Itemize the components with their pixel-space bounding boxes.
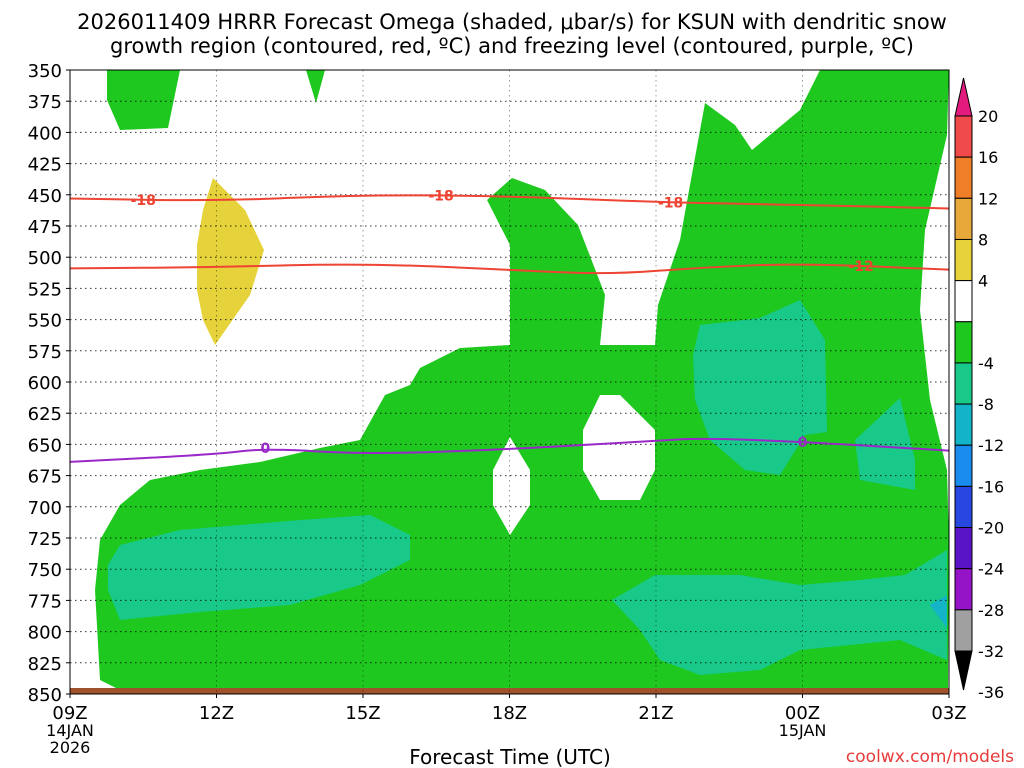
y-tick-label: 525 bbox=[28, 279, 62, 300]
x-tick-label: 21Z bbox=[638, 703, 673, 724]
contour-label: -18 bbox=[428, 188, 453, 204]
y-tick-label: 400 bbox=[28, 123, 62, 144]
x-tick-label: 00Z bbox=[785, 703, 820, 724]
omega-region-teal-2 bbox=[693, 300, 827, 475]
y-tick-label: 725 bbox=[28, 529, 62, 550]
colorbar-label: -36 bbox=[978, 683, 1004, 702]
y-tick-label: 825 bbox=[28, 654, 62, 675]
chart-title-line2: growth region (contoured, red, ºC) and f… bbox=[110, 34, 914, 58]
colorbar-bottom-arrow bbox=[954, 650, 973, 691]
y-tick-label: 475 bbox=[28, 217, 62, 238]
y-tick-label: 575 bbox=[28, 342, 62, 363]
colorbar-segment bbox=[954, 527, 973, 570]
colorbar-label: -28 bbox=[978, 601, 1004, 620]
omega-hole-2 bbox=[583, 395, 655, 500]
colorbar-label: -32 bbox=[978, 642, 1004, 661]
gridlines bbox=[70, 70, 949, 694]
omega-region-green-top bbox=[107, 70, 180, 130]
y-tick-label: 700 bbox=[28, 498, 62, 519]
omega-hole-1 bbox=[493, 437, 530, 535]
y-tick-label: 650 bbox=[28, 435, 62, 456]
omega-region-teal-4 bbox=[612, 550, 947, 675]
contour-label: 0 bbox=[260, 441, 270, 457]
x-tick-label: 09Z bbox=[52, 703, 87, 724]
colorbar: 20 16 12 8 4 -4 -8 -12 -16 -20 -24 -28 -32 -36 bbox=[954, 77, 1004, 702]
y-tick-label: 675 bbox=[28, 467, 62, 488]
y-tick-label: 500 bbox=[28, 248, 62, 269]
y-tick-label: 350 bbox=[28, 61, 62, 82]
x-tick-label: 18Z bbox=[492, 703, 527, 724]
contour-freezing_level bbox=[69, 437, 950, 463]
colorbar-segment bbox=[954, 403, 973, 446]
contour-dgz_upper bbox=[69, 194, 950, 210]
x-tick-sublabel: 14JAN bbox=[46, 721, 94, 740]
colorbar-segment bbox=[954, 280, 973, 323]
contour-label: -18 bbox=[658, 196, 683, 212]
y-tick-label: 600 bbox=[28, 373, 62, 394]
x-tick-label: 03Z bbox=[931, 703, 966, 724]
contour-lines bbox=[69, 194, 950, 463]
y-tick-label: 625 bbox=[28, 404, 62, 425]
y-tick-label: 375 bbox=[28, 92, 62, 113]
contour-label: -18 bbox=[131, 193, 156, 209]
x-tick-label: 12Z bbox=[199, 703, 234, 724]
colorbar-segment bbox=[954, 238, 973, 282]
chart-title-line1: 2026011409 HRRR Forecast Omega (shaded, … bbox=[77, 10, 947, 34]
colorbar-label: 4 bbox=[978, 272, 988, 291]
contour-label: 0 bbox=[798, 435, 808, 451]
y-tick-label: 750 bbox=[28, 560, 62, 581]
colorbar-label: 20 bbox=[978, 107, 998, 126]
colorbar-segment bbox=[954, 321, 973, 364]
y-tick-label: 450 bbox=[28, 186, 62, 207]
colorbar-label: -16 bbox=[978, 477, 1004, 496]
x-tick-sublabel: 15JAN bbox=[779, 721, 827, 740]
omega-shading bbox=[70, 70, 949, 694]
colorbar-label: 12 bbox=[978, 189, 998, 208]
colorbar-segment bbox=[954, 156, 973, 199]
contour-dgz_lower bbox=[69, 263, 950, 275]
colorbar-label: -24 bbox=[978, 560, 1004, 579]
credit-text: coolwx.com/models bbox=[846, 747, 1014, 767]
colorbar-label: 8 bbox=[978, 230, 988, 249]
y-tick-label: 425 bbox=[28, 155, 62, 176]
y-tick-label: 800 bbox=[28, 623, 62, 644]
colorbar-label: -8 bbox=[978, 395, 994, 414]
contour-label: -12 bbox=[848, 259, 873, 275]
colorbar-segment bbox=[954, 444, 973, 487]
contour-labels: -18 -18 -18 -12 0 0 bbox=[131, 188, 874, 457]
colorbar-label: -4 bbox=[978, 354, 994, 373]
colorbar-segment bbox=[954, 197, 973, 240]
colorbar-segment bbox=[954, 568, 973, 611]
y-tick-label: 550 bbox=[28, 311, 62, 332]
omega-region-teal-1 bbox=[108, 515, 410, 620]
colorbar-segment bbox=[954, 115, 973, 158]
colorbar-segment bbox=[954, 485, 973, 529]
colorbar-label: 16 bbox=[978, 148, 998, 167]
colorbar-segment bbox=[954, 362, 973, 405]
colorbar-label: -20 bbox=[978, 519, 1004, 538]
colorbar-top-arrow bbox=[954, 77, 973, 117]
y-tick-label: 775 bbox=[28, 591, 62, 612]
colorbar-label: -12 bbox=[978, 436, 1004, 455]
x-tick-label: 15Z bbox=[345, 703, 380, 724]
x-axis-label: Forecast Time (UTC) bbox=[409, 745, 611, 768]
y-tick-label: 850 bbox=[28, 685, 62, 706]
x-tick-sublabel2: 2026 bbox=[50, 738, 91, 757]
omega-region-cyan-1 bbox=[930, 595, 947, 628]
ground-strip bbox=[70, 688, 949, 694]
omega-region-yellow bbox=[197, 178, 264, 345]
y-axis: 350 375 400 425 450 475 500 525 550 575 600 625 650 6… bbox=[28, 61, 70, 706]
colorbar-segment bbox=[954, 609, 973, 652]
omega-region-green-top-2 bbox=[306, 70, 325, 103]
